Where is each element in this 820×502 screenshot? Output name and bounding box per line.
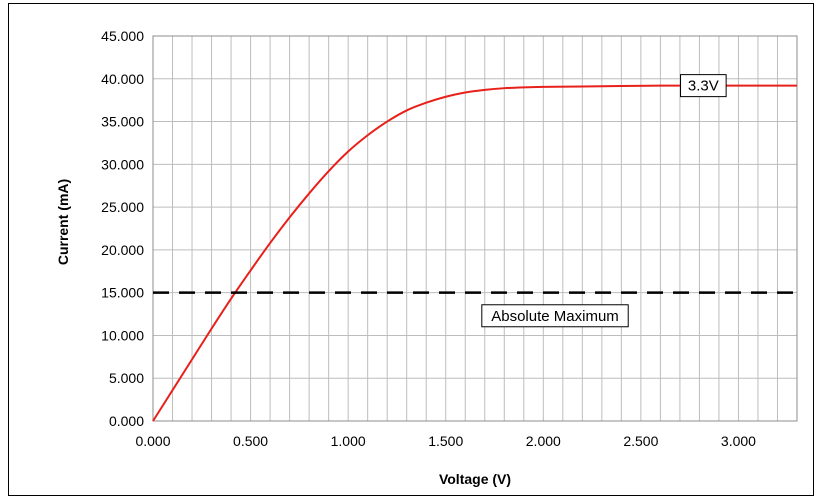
series-layer: [152, 84, 797, 422]
plot-area-border: [152, 35, 798, 422]
x-tick-label: 2.000: [526, 433, 561, 449]
y-tick-label: 45.000: [101, 28, 144, 44]
y-axis-ticks: 0.000 5.000 10.000 15.000 20.000 25.000 30.000…: [101, 28, 144, 429]
3-3v-series-line: [152, 84, 797, 422]
x-axis-title: Voltage (V): [439, 471, 511, 487]
y-tick-label: 35.000: [101, 114, 144, 130]
y-tick-label: 25.000: [101, 199, 144, 215]
annotation-box: [481, 304, 629, 328]
y-tick-label: 10.000: [101, 327, 144, 343]
x-tick-label: 3.000: [721, 433, 756, 449]
grid: [152, 35, 798, 422]
annotation-label: 3.3V: [688, 78, 719, 95]
x-tick-label: 1.000: [331, 433, 366, 449]
x-tick-label: 2.500: [623, 433, 658, 449]
y-axis-title: Current (mA): [55, 179, 71, 265]
y-tick-label: 40.000: [101, 71, 144, 87]
annotation-box: [680, 74, 727, 98]
y-tick-label: 30.000: [101, 156, 144, 172]
y-tick-label: 15.000: [101, 285, 144, 301]
x-tick-label: 1.500: [428, 433, 463, 449]
x-tick-label: 0.500: [233, 433, 268, 449]
annotation-absolute-maximum: Absolute Maximum: [481, 304, 629, 328]
annotation-3-3v: 3.3V: [680, 74, 727, 98]
annotations: 3.3V Absolute Maximum: [481, 74, 727, 328]
x-tick-label: 0.000: [135, 433, 170, 449]
x-axis-ticks: 0.000 0.500 1.000 1.500 2.000 2.500 3.000: [135, 433, 756, 449]
y-tick-label: 5.000: [109, 370, 144, 386]
y-tick-label: 0.000: [109, 413, 144, 429]
y-tick-label: 20.000: [101, 242, 144, 258]
annotation-label: Absolute Maximum: [491, 308, 619, 325]
